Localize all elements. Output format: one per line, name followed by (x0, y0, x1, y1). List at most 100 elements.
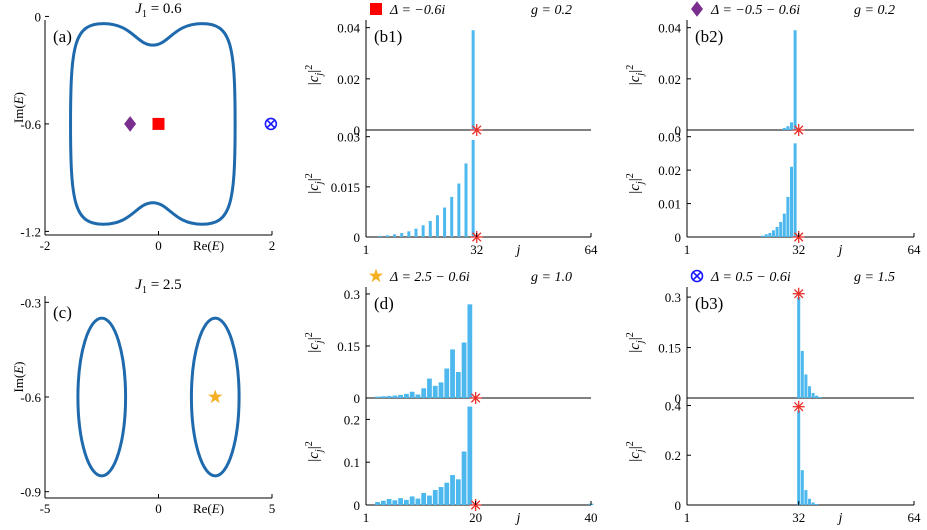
red-star-marker-b1-top (470, 124, 483, 136)
y-axis-label-b2-top: |cj|2 (625, 65, 646, 85)
panel-label-b3: (b3) (695, 294, 723, 313)
bar-b2-bottom (764, 234, 768, 237)
x-tick-label-b2: 1 (684, 242, 691, 257)
y-tick-label-d-top: 0.3 (344, 287, 360, 302)
red-star-marker-b1-top-ray (472, 125, 482, 135)
bar-b3-top (811, 392, 815, 398)
y-axis-label-b3-top: |cj|2 (625, 332, 646, 352)
y-axis-label-c: Im(E) (11, 361, 26, 392)
y-tick-label-c: -0.9 (20, 485, 41, 500)
spectrum-curve-a (69, 22, 237, 226)
x-axis-label-d: j (515, 511, 521, 526)
red-star-marker-b3-bottom-ray (793, 402, 804, 412)
bar-b1-bottom (471, 140, 475, 237)
y-tick-label-d-bottom: 0 (354, 498, 361, 513)
y-tick-label-b1-top: 0.04 (337, 21, 360, 36)
legend-otimes-icon-b3-cross-b (692, 271, 702, 281)
bar-b2-bottom (786, 196, 790, 237)
red-star-marker-b3-top-ray (793, 289, 804, 299)
panel-title-delta-b3: Δ = 0.5 − 0.6i (710, 270, 791, 285)
bar-d-top (392, 395, 398, 398)
x-tick-label-a: 0 (155, 238, 162, 253)
y-tick-label-d-top: 0.15 (337, 339, 360, 354)
otimes-marker-a-cross-b (266, 119, 276, 129)
bar-d-bottom (386, 499, 392, 505)
x-tick-label-b2: 64 (908, 242, 922, 257)
bar-b3-top (797, 297, 801, 398)
y-tick-label-b2-top: 0 (675, 123, 682, 138)
bar-b1-bottom (457, 183, 461, 237)
y-axis-label-b1-bottom: |cj|2 (304, 173, 325, 193)
bar-b3-bottom (811, 502, 815, 505)
y-tick-label-d-bottom: 0.1 (344, 455, 360, 470)
bar-d-bottom (450, 475, 455, 505)
bar-d-bottom (438, 487, 444, 505)
legend-otimes-icon-b3 (690, 269, 704, 283)
bar-d-bottom (403, 499, 409, 505)
x-axis-label-c: Re(E) (193, 501, 224, 516)
bar-d-top (409, 391, 415, 398)
otimes-marker-a (264, 117, 278, 131)
bar-d-bottom (427, 495, 432, 505)
x-tick-label-c: 0 (155, 501, 162, 516)
bar-b3-bottom (800, 470, 804, 505)
square-marker-a (152, 117, 165, 130)
y-tick-label-b1-top: 0.02 (337, 72, 360, 87)
y-axis-label-d-bottom: |cj|2 (304, 441, 325, 461)
y-axis-label-b3-bottom: |cj|2 (625, 441, 646, 461)
bar-d-top (427, 378, 432, 398)
x-tick-label-b1: 1 (363, 242, 370, 257)
legend-star-icon-d (368, 268, 384, 283)
panel-title-delta-d: Δ = 2.5 − 0.6i (389, 270, 470, 285)
y-tick-label-b1-top: 0 (354, 123, 361, 138)
bar-d-top (467, 304, 473, 398)
y-tick-label-c: -0.3 (20, 295, 41, 310)
bar-b1-bottom (385, 235, 389, 237)
bar-d-top (444, 368, 450, 398)
red-star-marker-b2-top-ray (793, 125, 804, 135)
bar-d-bottom (398, 498, 404, 505)
red-star-marker-d-top (469, 392, 482, 404)
bar-b1-bottom (443, 207, 447, 237)
x-tick-label-d: 40 (585, 510, 598, 525)
bar-d-top (421, 388, 427, 398)
y-tick-label-b2-bottom: 0 (675, 230, 682, 245)
bar-b3-bottom (797, 410, 801, 505)
bar-d-top (398, 394, 404, 398)
y-axis-label-d-top: |cj|2 (304, 332, 325, 352)
x-tick-label-a: 2 (269, 238, 276, 253)
red-star-marker-b3-top (792, 287, 805, 300)
x-tick-label-c: 5 (269, 501, 276, 516)
bar-b3-top (808, 386, 812, 398)
panel-title-g-b1: g = 0.2 (531, 3, 572, 18)
panel-title-g-b2: g = 0.2 (854, 3, 895, 18)
bar-b1-bottom (435, 215, 439, 237)
bar-d-top (450, 349, 455, 398)
x-axis-label-b2: j (837, 243, 843, 258)
spectrum-loop-c-1 (76, 316, 128, 478)
panel-title-a: J1 = 0.6 (135, 1, 182, 20)
x-tick-label-b2: 32 (792, 242, 805, 257)
bar-d-bottom (380, 500, 386, 505)
y-tick-label-a: 0 (35, 9, 42, 24)
bar-b2-bottom (771, 230, 775, 237)
bar-d-top (380, 396, 386, 398)
bar-d-bottom (421, 493, 427, 505)
bar-d-top (461, 342, 467, 398)
x-axis-label-a: Re(E) (193, 238, 224, 253)
panel-title-delta-b1: Δ = −0.6i (389, 3, 445, 18)
bar-d-top (438, 382, 444, 398)
bar-b3-bottom (815, 504, 819, 505)
x-tick-label-d: 1 (363, 510, 370, 525)
y-tick-label-b3-bottom: 0 (675, 498, 682, 513)
y-tick-label-b3-bottom: 0.4 (665, 398, 682, 413)
bar-d-top (455, 371, 461, 398)
y-axis-label-b1-top: |cj|2 (304, 65, 325, 85)
y-tick-label-b1-bottom: 0 (354, 230, 361, 245)
diamond-marker-a (124, 116, 137, 132)
panel-title-c: J1 = 2.5 (135, 277, 181, 296)
panel-label-a: (a) (53, 27, 72, 46)
red-star-marker-b2-top (792, 124, 805, 136)
y-tick-label-c: -0.6 (20, 390, 41, 405)
